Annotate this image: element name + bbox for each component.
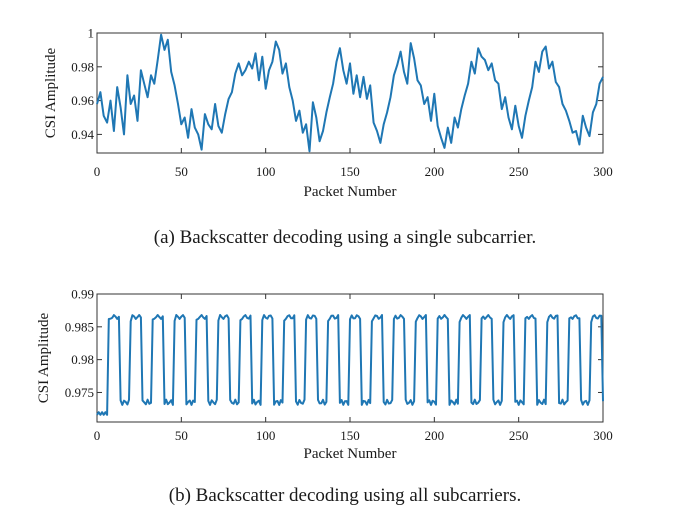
x-tick-label: 250: [509, 428, 529, 443]
series-line-a: [96, 33, 604, 153]
y-tick-label: 0.98: [71, 352, 94, 367]
x-tick-label: 0: [94, 164, 101, 179]
caption-a: (a) Backscatter decoding using a single …: [154, 227, 537, 248]
caption-b: (b) Backscatter decoding using all subca…: [169, 485, 521, 506]
y-tick-label: 0.98: [71, 59, 94, 74]
x-tick-label: 100: [256, 428, 276, 443]
x-tick-label: 50: [175, 164, 188, 179]
y-tick-label: 0.985: [65, 319, 94, 334]
y-tick-label: 0.975: [65, 385, 94, 400]
y-axis-label-b: CSI Amplitude: [36, 312, 52, 403]
x-tick-label: 300: [593, 428, 613, 443]
x-axis-label-a: Packet Number: [304, 184, 397, 200]
chart-panel-a: 0 50 100 150 200 250 300 0.94 0.96 0.98 1 Packet …: [43, 26, 613, 249]
x-tick-label: 250: [509, 164, 529, 179]
x-tick-label: 200: [425, 428, 445, 443]
y-axis-label-a: CSI Amplitude: [43, 47, 59, 138]
x-axis-label-b: Packet Number: [304, 446, 397, 462]
y-tick-label: 0.94: [71, 127, 94, 142]
series-line-b: [96, 314, 604, 416]
x-tick-label: 200: [425, 164, 445, 179]
x-tick-label: 300: [593, 164, 613, 179]
y-tick-label: 0.96: [71, 93, 94, 108]
x-tick-label: 0: [94, 428, 101, 443]
x-tick-label: 150: [340, 428, 360, 443]
x-tick-label: 50: [175, 428, 188, 443]
y-tick-label: 1: [88, 26, 95, 41]
chart-panel-b: 0 50 100 150 200 250 300 0.975 0.98 0.985 0.99 Pa…: [36, 287, 613, 507]
plot-area-a: [96, 32, 604, 154]
x-tick-label: 100: [256, 164, 276, 179]
x-tick-label: 150: [340, 164, 360, 179]
y-tick-label: 0.99: [71, 287, 94, 302]
